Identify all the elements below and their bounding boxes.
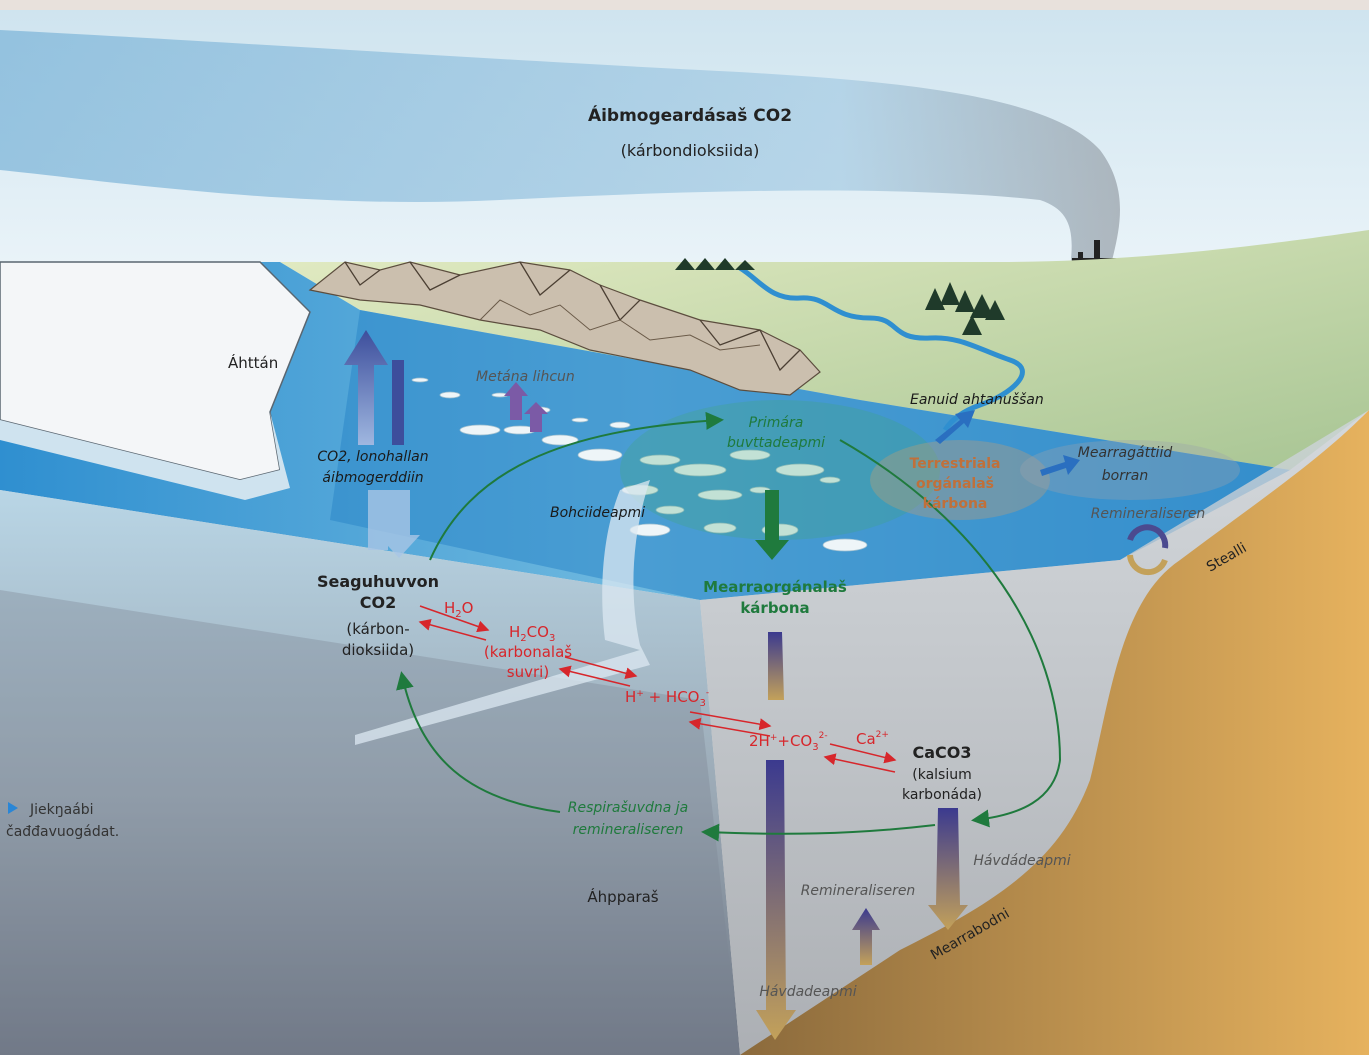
erosion-arrow <box>1040 455 1080 476</box>
carbonate-formula: 2H++CO32- <box>749 731 828 753</box>
co2-plume <box>0 30 1120 268</box>
terrestrial-carbon-label-1: Terrestriala <box>910 456 1001 472</box>
dissolved-co2-label-4: dioksiida) <box>342 641 414 659</box>
methane-label: Metána lihcun <box>476 369 575 385</box>
glacier-label: Áhttán <box>228 353 278 372</box>
mountains <box>308 261 821 396</box>
coastal-erosion-label-1: Mearragáttiid <box>1078 445 1173 461</box>
dissolved-co2-label-2: CO2 <box>360 593 396 612</box>
caco3-name-2: karbonáda) <box>902 787 982 803</box>
marine-carbon-label-1: Mearraorgánalaš <box>703 578 847 596</box>
caco3-name-1: (kalsium <box>912 767 972 783</box>
co2-exchange-faded-arrows <box>368 490 420 558</box>
deep-remineralisation-label: Remineraliseren <box>801 883 916 899</box>
sea-ice-floes <box>411 377 868 552</box>
legend-line-1: Jiekŋaábi <box>29 802 94 818</box>
coastal-erosion-cloud <box>1020 440 1240 500</box>
ocean-front-face <box>0 490 740 1055</box>
carbonic-acid-formula: H2CO3 <box>509 623 555 644</box>
ocean-deep-layer <box>0 590 740 1055</box>
caco3-deposition-label: Hávdádeapmi <box>973 853 1070 869</box>
intermediate-water-label: Áhpparaš <box>587 887 658 906</box>
caco3-label: CaCO3 <box>912 743 971 762</box>
ice-melt-label: Bohciideapmi <box>550 505 645 521</box>
downwelling-band <box>355 480 650 745</box>
runoff-label: Eanuid ahtanuššan <box>910 392 1044 408</box>
bicarbonate-formula: H+ + HCO3- <box>625 688 709 709</box>
terrestrial-carbon-label-3: kárbona <box>923 496 988 512</box>
dissolved-co2-label-3: (kárbon- <box>346 620 409 638</box>
forest-icon <box>675 258 1005 335</box>
marine-carbon-sink-arrow <box>755 490 789 560</box>
burial-label: Hávdadeapmi <box>759 984 856 1000</box>
water-formula: H2O <box>444 599 473 620</box>
runoff-arrow <box>935 410 975 444</box>
shelf-remineralisation-label: Remineraliseren <box>1091 506 1206 522</box>
open-sea <box>330 310 1290 600</box>
methane-arrows <box>504 382 548 432</box>
remineralisation-up-arrow <box>852 908 880 965</box>
calcium-ion: Ca2+ <box>856 730 889 748</box>
dissolved-co2-label-1: Seaguhuvvon <box>317 572 439 591</box>
remineralisation-cycle-icon <box>1127 524 1169 576</box>
caco3-burial-arrow <box>928 808 968 930</box>
glacier-edge <box>0 412 290 500</box>
respiration-label-1: Respirašuvdna ja <box>568 800 688 816</box>
terrestrial-carbon-label-2: orgánalaš <box>916 476 994 492</box>
legend-triangle-icon <box>8 802 18 814</box>
atmosphere-title: Áibmogeardásaš CO2 <box>588 104 792 126</box>
coastal-erosion-label-2: borran <box>1102 468 1148 484</box>
carbonic-acid-name-2: suvri) <box>507 663 549 681</box>
burial-arrow-main <box>756 760 796 1040</box>
river <box>738 265 1025 432</box>
phytoplankton-bloom <box>620 400 940 540</box>
primary-production-label-2: buvttadeapmi <box>727 435 825 451</box>
carbonic-acid-name-1: (karbonalaš <box>484 643 572 661</box>
co2-exchange-label-1: CO2, lonohallan <box>317 449 428 465</box>
terrestrial-carbon-plume <box>870 440 1050 520</box>
legend-line-2: čađđavuogádat. <box>6 824 119 840</box>
primary-production-label-1: Primára <box>749 415 804 431</box>
co2-exchange-arrows <box>344 330 404 445</box>
atmosphere-subtitle: (kárbondioksiida) <box>621 141 760 160</box>
carbonate-reaction-arrows <box>418 605 897 773</box>
marine-carbon-label-2: kárbona <box>740 599 809 617</box>
primary-production-cycle <box>396 411 1062 842</box>
co2-exchange-label-2: áibmogerddiin <box>322 470 423 486</box>
respiration-label-2: remineraliseren <box>573 822 684 838</box>
sediment-slope <box>740 410 1369 1055</box>
sinking-column-upper <box>768 632 784 700</box>
